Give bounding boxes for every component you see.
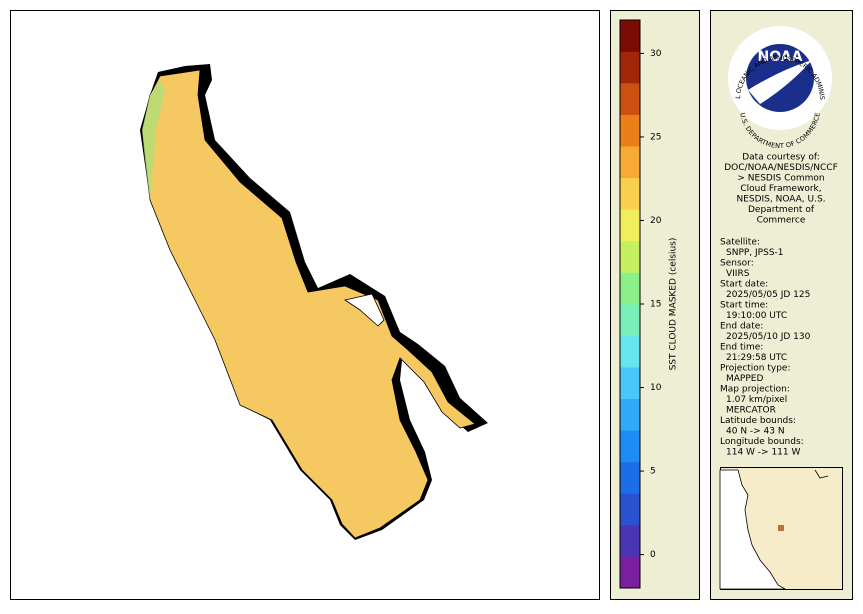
meta-label: Longitude bounds:	[720, 437, 804, 447]
logo-bird	[748, 60, 812, 104]
meta-value: 2025/05/10 JD 130	[726, 332, 811, 342]
colorbar-band	[620, 461, 640, 494]
lake-edge	[142, 80, 165, 200]
meta-value: 40 N -> 43 N	[726, 427, 785, 437]
colorbar-tick-label: 30	[650, 49, 662, 59]
bay	[343, 293, 385, 327]
colorbar-band	[620, 240, 640, 273]
colorbar-band	[620, 146, 640, 179]
meta-value: MAPPED	[726, 374, 763, 384]
colorbar-band	[620, 556, 640, 589]
colorbar-tick-label: 15	[650, 300, 661, 310]
colorbar-band	[620, 304, 640, 336]
credit-line: Commerce	[757, 216, 806, 226]
meta-label: Latitude bounds:	[720, 416, 796, 426]
meta-label: Satellite:	[720, 238, 760, 248]
credit-line: NESDIS, NOAA, U.S.	[736, 195, 825, 205]
meta-label: Start date:	[720, 280, 768, 290]
inset-lake	[814, 469, 829, 479]
colorbar-tick-label: 20	[650, 216, 662, 226]
meta-label: Sensor:	[720, 259, 754, 269]
colorbar-band	[620, 430, 640, 463]
meta-label: End time:	[720, 343, 763, 353]
meta-value: 21:29:58 UTC	[726, 353, 787, 363]
inset-location	[778, 525, 784, 531]
colorbar-band	[620, 335, 640, 368]
colorbar-band	[620, 272, 640, 305]
credit-line: DOC/NOAA/NESDIS/NCCF	[724, 163, 838, 173]
meta-value: VIIRS	[726, 269, 750, 279]
colorbar-tick-label: 25	[650, 132, 661, 142]
colorbar-band	[620, 114, 640, 147]
colorbar-tick-label: 10	[650, 383, 662, 393]
colorbar-band	[620, 524, 640, 557]
meta-label: End date:	[720, 322, 763, 332]
colorbar-band	[620, 51, 640, 84]
credit-line: Cloud Framework,	[740, 184, 821, 194]
colorbar-band	[620, 83, 640, 115]
colorbar-tick-label: 0	[650, 550, 656, 560]
meta-value: SNPP, JPSS-1	[726, 248, 784, 258]
meta-value: 19:10:00 UTC	[726, 311, 787, 321]
meta-value: 1.07 km/pixel	[726, 395, 787, 405]
colorbar-band	[620, 20, 640, 52]
meta-value: 2025/05/05 JD 125	[726, 290, 810, 300]
colorbar-band	[620, 209, 640, 242]
meta-label: Map projection:	[720, 385, 790, 395]
colorbar-band	[620, 177, 640, 210]
colorbar-band	[620, 367, 640, 399]
meta-label: Start time:	[720, 301, 768, 311]
credit-line: Department of	[748, 205, 815, 215]
meta-value: 114 W -> 111 W	[726, 448, 800, 458]
colorbar-band	[620, 398, 640, 431]
logo-name: NOAA	[758, 49, 803, 65]
lake	[141, 69, 476, 539]
inset-ocean	[719, 469, 787, 590]
colorbar-tick-label: 5	[650, 467, 656, 477]
colorbar-band	[620, 493, 640, 526]
meta-value: MERCATOR	[726, 406, 776, 416]
meta-label: Projection type:	[720, 364, 791, 374]
credit-line: Data courtesy of:	[742, 153, 820, 163]
colorbar-label: SST CLOUD MASKED (celsius)	[669, 238, 679, 371]
credit-line: > NESDIS Common	[737, 174, 824, 184]
